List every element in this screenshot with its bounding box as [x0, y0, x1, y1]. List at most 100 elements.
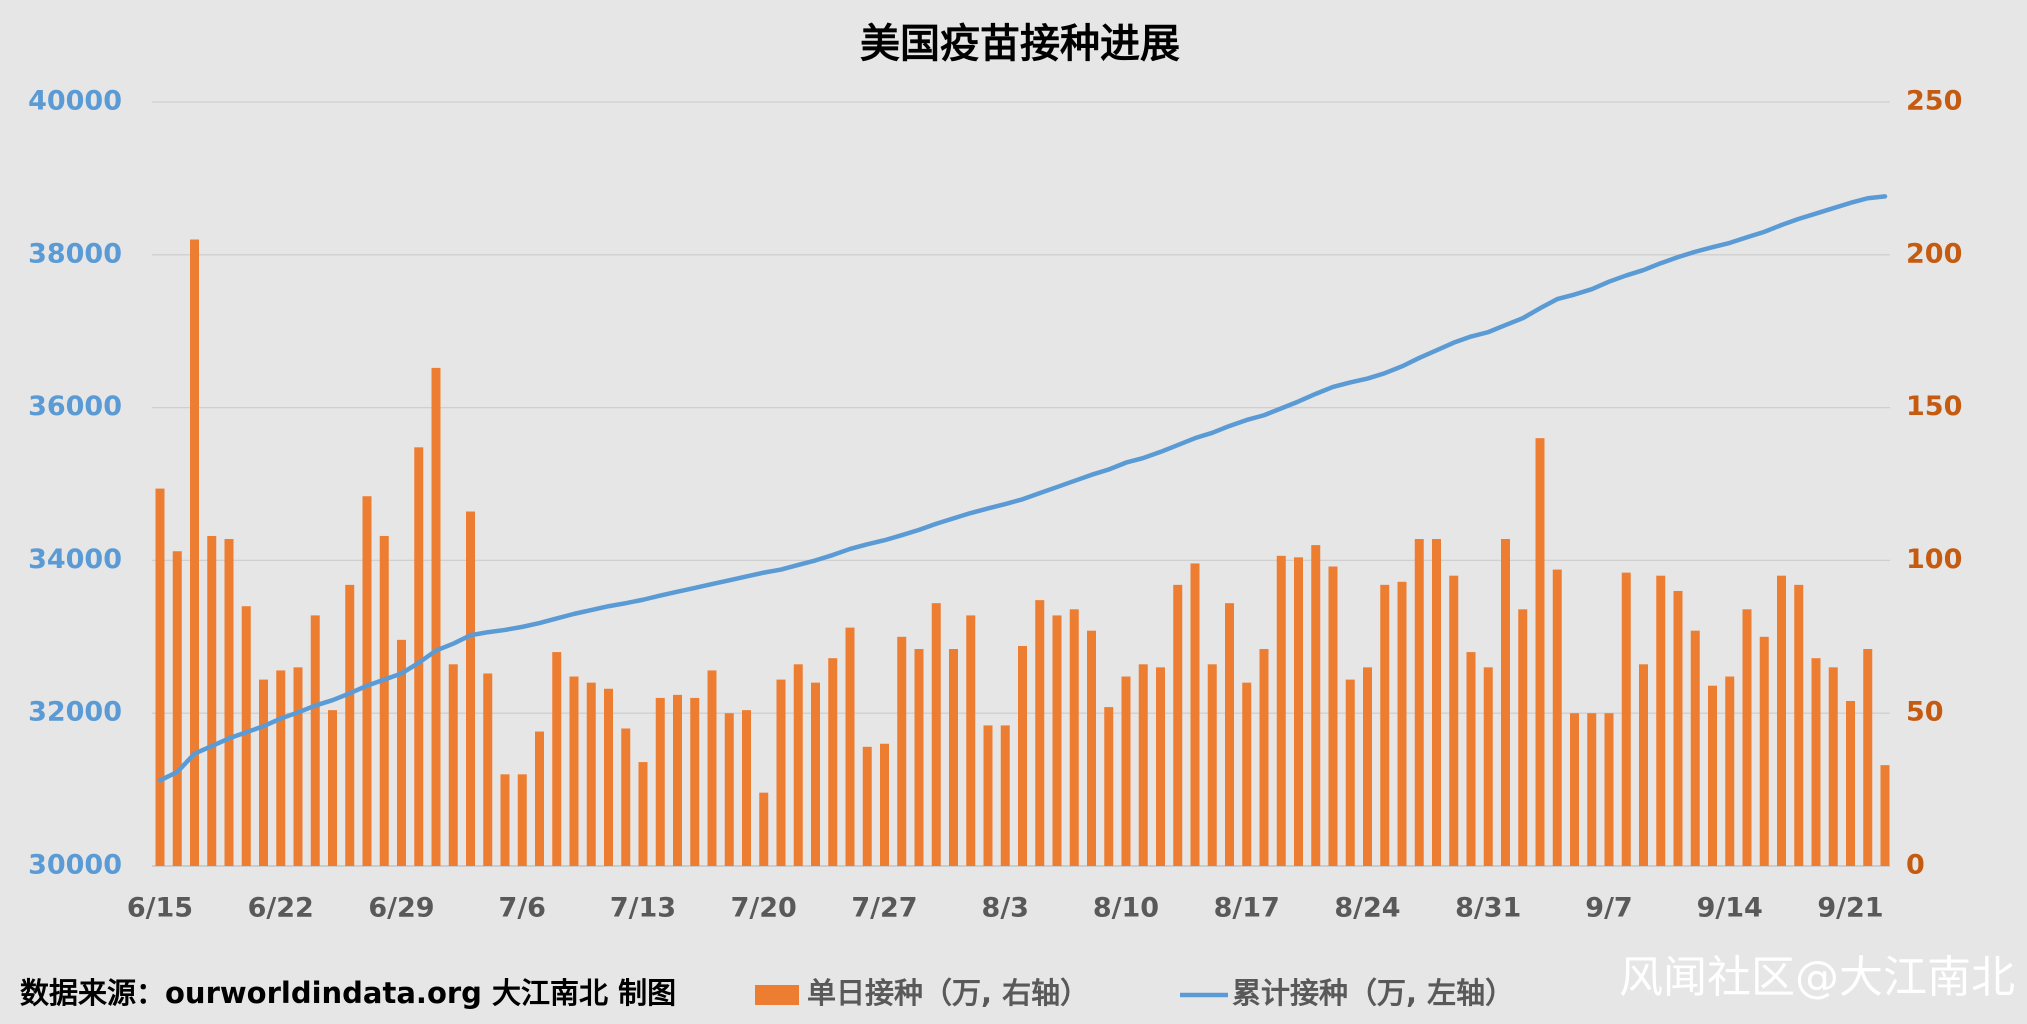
x-tick-label: 6/22 — [248, 893, 314, 924]
bar — [1035, 600, 1045, 866]
legend-swatch — [755, 985, 799, 1005]
bar — [1087, 630, 1096, 866]
bar — [724, 713, 734, 866]
bar — [1777, 575, 1786, 866]
bar — [1570, 713, 1579, 866]
bar — [1656, 575, 1666, 866]
x-tick-label: 8/17 — [1214, 893, 1280, 924]
bar — [1725, 676, 1735, 866]
x-tick-label: 7/6 — [499, 893, 546, 924]
bar — [414, 447, 424, 866]
bar — [793, 664, 803, 866]
bar — [966, 615, 976, 866]
bar — [1000, 725, 1010, 866]
bar — [845, 627, 855, 866]
x-tick-label: 7/13 — [610, 893, 676, 924]
y-tick-label: 32000 — [28, 697, 122, 728]
bar — [1690, 630, 1700, 866]
y2-tick-label: 100 — [1906, 544, 1962, 575]
bar — [1018, 645, 1027, 866]
bar — [345, 584, 355, 866]
bar — [1156, 667, 1165, 866]
bar — [1604, 713, 1614, 866]
bar — [328, 710, 337, 866]
bar — [1121, 676, 1131, 866]
bar — [517, 774, 527, 866]
bar — [1432, 539, 1441, 866]
bar — [742, 710, 751, 866]
y2-tick-label: 200 — [1906, 238, 1962, 269]
bar — [949, 649, 958, 866]
bar — [259, 679, 268, 866]
y-tick-label: 34000 — [28, 544, 122, 575]
bar — [207, 535, 217, 866]
bar — [310, 615, 320, 866]
bar — [1173, 584, 1183, 866]
bar — [172, 551, 182, 866]
y2-tick-label: 50 — [1906, 697, 1944, 728]
bar — [811, 682, 820, 866]
bar — [1190, 563, 1200, 866]
bar — [638, 762, 648, 866]
bar — [190, 239, 199, 866]
bar — [1811, 658, 1821, 866]
bar — [1259, 649, 1269, 866]
bar — [1518, 609, 1528, 866]
bar — [1828, 667, 1838, 866]
bar — [1294, 557, 1303, 866]
bar — [1846, 700, 1855, 866]
bar — [1552, 569, 1562, 866]
bar — [431, 367, 441, 866]
chart-title: 美国疫苗接种进展 — [860, 21, 1180, 67]
bar — [1311, 545, 1321, 866]
bar — [828, 658, 838, 866]
y2-tick-label: 250 — [1906, 86, 1962, 117]
legend-label: 累计接种（万, 左轴） — [1232, 976, 1514, 1010]
bar — [1414, 539, 1424, 866]
source-note: 数据来源：ourworldindata.org 大江南北 制图 — [20, 976, 676, 1010]
bar — [1242, 682, 1252, 866]
x-tick-label: 7/27 — [851, 893, 917, 924]
bar — [897, 636, 907, 866]
bar — [1742, 609, 1752, 866]
bar — [224, 539, 234, 866]
bar — [362, 496, 372, 866]
bar — [759, 792, 769, 866]
y-tick-label: 36000 — [28, 391, 122, 422]
bar — [1535, 438, 1545, 866]
bar — [1363, 667, 1372, 866]
bar — [983, 725, 993, 866]
bar — [931, 603, 941, 866]
bar — [379, 535, 389, 866]
x-tick-label: 7/20 — [731, 893, 797, 924]
bar — [535, 731, 544, 866]
x-tick-label: 9/14 — [1697, 893, 1763, 924]
bar — [1380, 584, 1390, 866]
y-tick-label: 38000 — [28, 238, 122, 269]
x-tick-label: 8/24 — [1334, 893, 1400, 924]
bar — [586, 682, 596, 866]
y2-tick-label: 150 — [1906, 391, 1962, 422]
bar — [1880, 765, 1890, 866]
bar — [1276, 555, 1286, 866]
bar — [1863, 649, 1873, 866]
x-tick-label: 8/3 — [982, 893, 1029, 924]
legend-label: 单日接种（万, 右轴） — [807, 976, 1089, 1010]
bar — [1639, 664, 1648, 866]
bar — [1794, 584, 1804, 866]
bar — [621, 728, 631, 866]
bar — [690, 697, 700, 866]
bar — [293, 667, 303, 866]
bar — [500, 774, 510, 866]
x-tick-label: 9/7 — [1585, 893, 1632, 924]
bar — [1587, 713, 1597, 866]
x-tick-label: 6/29 — [368, 893, 434, 924]
bar — [673, 694, 682, 866]
bar — [1138, 664, 1148, 866]
bar — [1207, 664, 1217, 866]
bar — [1759, 636, 1769, 866]
bar — [1621, 572, 1631, 866]
